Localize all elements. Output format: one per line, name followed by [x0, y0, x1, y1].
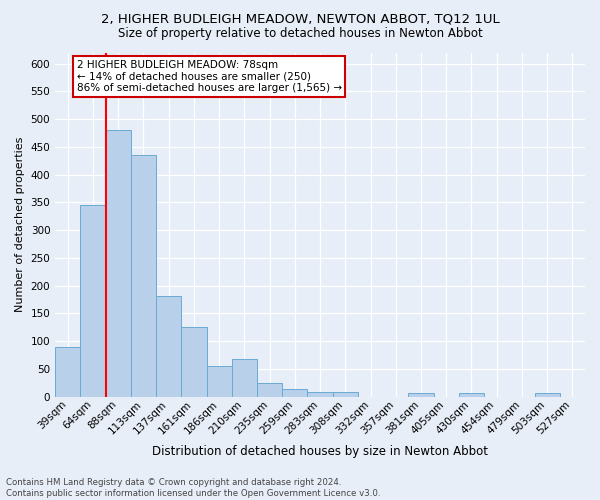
- Bar: [409, 393, 434, 396]
- Bar: [156, 296, 181, 396]
- Y-axis label: Number of detached properties: Number of detached properties: [15, 137, 25, 312]
- Bar: [535, 393, 560, 396]
- Bar: [232, 359, 257, 397]
- Bar: [332, 392, 358, 396]
- Text: Size of property relative to detached houses in Newton Abbot: Size of property relative to detached ho…: [118, 28, 482, 40]
- Bar: [131, 155, 156, 396]
- Bar: [206, 366, 232, 396]
- Bar: [106, 130, 131, 396]
- Bar: [459, 393, 484, 396]
- X-axis label: Distribution of detached houses by size in Newton Abbot: Distribution of detached houses by size …: [152, 444, 488, 458]
- Bar: [55, 346, 80, 397]
- Text: 2, HIGHER BUDLEIGH MEADOW, NEWTON ABBOT, TQ12 1UL: 2, HIGHER BUDLEIGH MEADOW, NEWTON ABBOT,…: [101, 12, 499, 26]
- Bar: [181, 327, 206, 396]
- Bar: [282, 390, 307, 396]
- Text: Contains HM Land Registry data © Crown copyright and database right 2024.
Contai: Contains HM Land Registry data © Crown c…: [6, 478, 380, 498]
- Text: 2 HIGHER BUDLEIGH MEADOW: 78sqm
← 14% of detached houses are smaller (250)
86% o: 2 HIGHER BUDLEIGH MEADOW: 78sqm ← 14% of…: [77, 60, 342, 93]
- Bar: [307, 392, 332, 396]
- Bar: [80, 205, 106, 396]
- Bar: [257, 382, 282, 396]
